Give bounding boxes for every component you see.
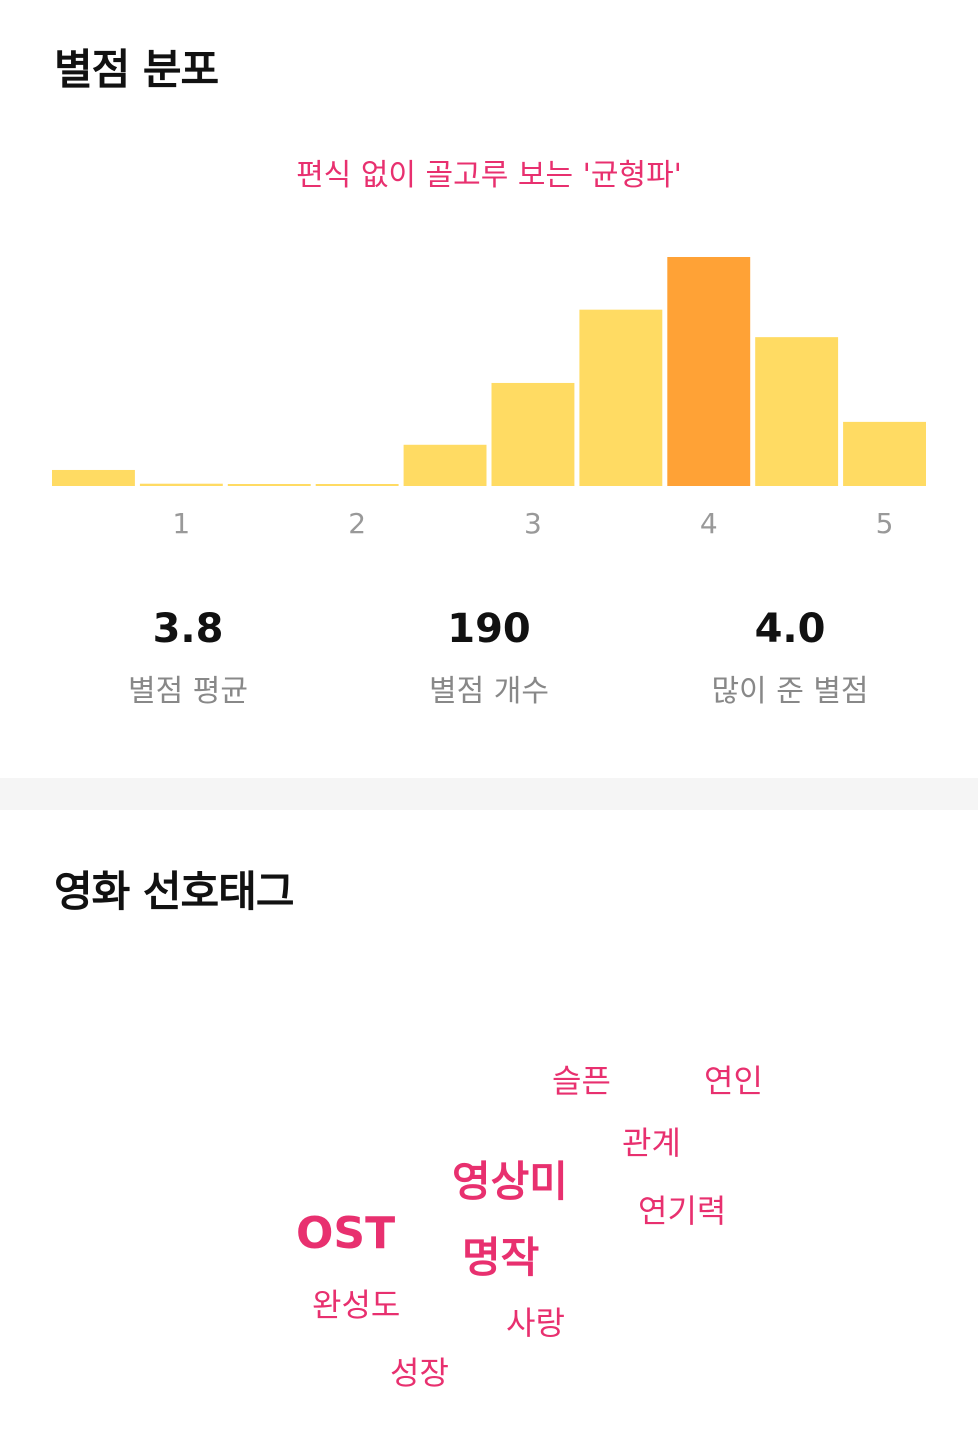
stat-average: 3.8 별점 평균 xyxy=(38,606,338,710)
rating-distribution-title: 별점 분포 xyxy=(54,45,219,94)
histogram-tick-label: 1 xyxy=(172,507,190,540)
histogram-tick-label: 4 xyxy=(700,507,718,540)
tag-item[interactable]: 완성도 xyxy=(312,1286,401,1324)
section-divider xyxy=(0,778,978,810)
histogram-bar-0.5 xyxy=(52,469,135,486)
tag-item[interactable]: 관계 xyxy=(622,1124,681,1162)
tag-item[interactable]: 연기력 xyxy=(638,1192,727,1230)
tag-item[interactable]: 명작 xyxy=(462,1233,540,1282)
stat-count-value: 190 xyxy=(447,606,531,652)
tag-item[interactable]: 연인 xyxy=(704,1062,763,1100)
stat-average-label: 별점 평균 xyxy=(128,674,248,709)
histogram-bar-3.5 xyxy=(579,309,663,486)
tag-item[interactable]: 성장 xyxy=(390,1354,449,1392)
tag-item[interactable]: 영상미 xyxy=(452,1157,568,1206)
histogram-bar-5 xyxy=(843,421,926,486)
histogram-tick-label: 3 xyxy=(524,507,542,540)
tag-item[interactable]: 슬픈 xyxy=(552,1062,611,1100)
stat-most-given-value: 4.0 xyxy=(754,606,826,652)
histogram-bar-4.5 xyxy=(755,337,839,486)
stat-most-given: 4.0 많이 준 별점 xyxy=(640,606,940,710)
stat-count-label: 별점 개수 xyxy=(429,674,549,709)
rating-type-subtitle: 편식 없이 골고루 보는 '균형파' xyxy=(296,158,682,193)
stat-count: 190 별점 개수 xyxy=(339,606,639,710)
histogram-tick-label: 5 xyxy=(876,507,894,540)
tag-item[interactable]: OST xyxy=(296,1208,396,1259)
histogram-bar-3 xyxy=(491,382,575,486)
histogram-bar-2 xyxy=(315,484,399,486)
rating-histogram: 1 2 3 4 5 xyxy=(52,257,926,540)
tag-item[interactable]: 사랑 xyxy=(506,1304,565,1342)
stat-most-given-label: 많이 준 별점 xyxy=(711,674,869,709)
stat-average-value: 3.8 xyxy=(152,606,224,652)
histogram-bar-1.5 xyxy=(227,484,311,486)
histogram-bar-1 xyxy=(139,483,223,486)
histogram-bar-4 xyxy=(667,257,751,486)
preferred-tags-title: 영화 선호태그 xyxy=(54,867,294,916)
histogram-tick-label: 2 xyxy=(348,507,366,540)
histogram-bar-2.5 xyxy=(403,444,487,486)
